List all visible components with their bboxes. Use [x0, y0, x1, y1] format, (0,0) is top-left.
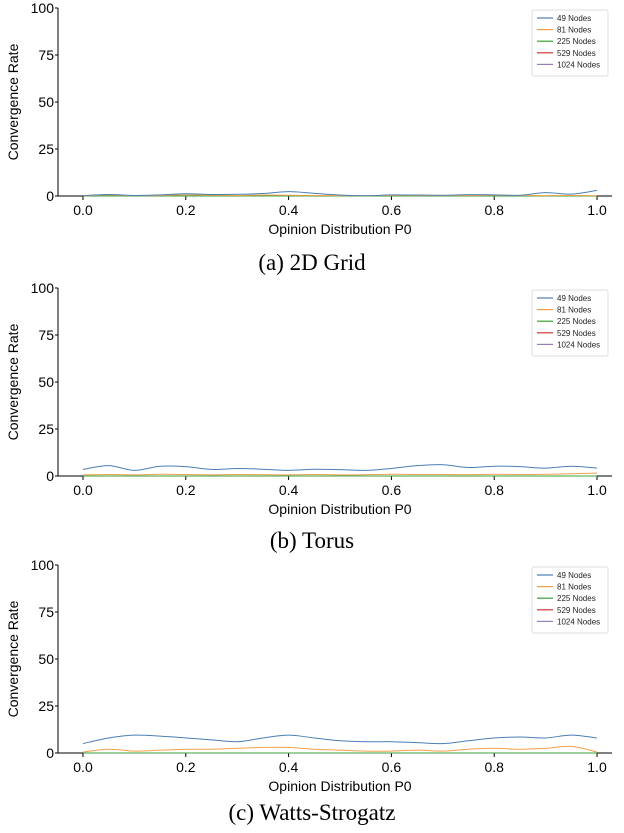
- caption-torus: (b) Torus: [269, 528, 355, 553]
- legend-box: [531, 9, 609, 77]
- x-tick-label: 0.6: [382, 482, 402, 498]
- x-axis-label: Opinion Distribution P0: [268, 221, 411, 237]
- y-tick-label: 100: [31, 0, 55, 16]
- x-tick-label: 1.0: [587, 759, 607, 775]
- series-line: [82, 464, 598, 471]
- y-tick-label: 25: [38, 141, 54, 157]
- x-tick-label: 0.4: [279, 202, 299, 218]
- legend-entry: 529 Nodes: [557, 49, 596, 58]
- y-tick-label: 75: [38, 604, 54, 620]
- x-axis-label: Opinion Distribution P0: [268, 501, 411, 517]
- x-tick-label: 0.0: [73, 202, 93, 218]
- y-axis-label: Convergence Rate: [5, 43, 21, 160]
- x-tick-label: 0.0: [73, 482, 93, 498]
- series-line: [82, 189, 598, 197]
- x-tick-label: 0.2: [176, 202, 196, 218]
- y-tick-label: 25: [38, 421, 54, 437]
- y-tick-label: 25: [38, 698, 54, 714]
- x-tick-label: 0.2: [176, 759, 196, 775]
- legend-entry: 529 Nodes: [557, 606, 596, 615]
- chart-2d-grid: 0.0 0.2 0.4 0.6 0.8 1.0 0 25 50 75 100 Opinion Dist…: [5, 0, 612, 237]
- legend-entry: 1024 Nodes: [557, 617, 600, 626]
- legend-entry: 529 Nodes: [557, 329, 596, 338]
- series-line: [82, 472, 598, 476]
- y-tick-label: 50: [38, 651, 54, 667]
- legend-entry: 225 Nodes: [557, 37, 596, 46]
- x-tick-label: 0.8: [484, 759, 504, 775]
- chart-watts-strogatz: 0.0 0.2 0.4 0.6 0.8 1.0 0 25 50 75 100 Opinion Dist…: [5, 557, 612, 794]
- y-tick-label: 0: [46, 745, 54, 761]
- legend-entry: 49 Nodes: [557, 14, 591, 23]
- series-line: [82, 734, 598, 745]
- x-axis-label: Opinion Distribution P0: [268, 778, 411, 794]
- caption-2d-grid: (a) 2D Grid: [258, 250, 366, 275]
- legend-box: [531, 566, 609, 634]
- y-tick-label: 0: [46, 188, 54, 204]
- x-tick-label: 0.2: [176, 482, 196, 498]
- y-tick-label: 75: [38, 327, 54, 343]
- caption-watts-strogatz: (c) Watts-Strogatz: [228, 800, 396, 825]
- legend-entry: 225 Nodes: [557, 594, 596, 603]
- legend-entry: 1024 Nodes: [557, 340, 600, 349]
- x-tick-label: 1.0: [587, 202, 607, 218]
- legend-entry: 81 Nodes: [557, 583, 591, 592]
- y-axis-label: Convergence Rate: [5, 323, 21, 440]
- x-tick-label: 1.0: [587, 482, 607, 498]
- x-tick-label: 0.0: [73, 759, 93, 775]
- x-tick-label: 0.4: [279, 759, 299, 775]
- x-tick-label: 0.8: [484, 482, 504, 498]
- y-tick-label: 100: [31, 557, 55, 573]
- legend-entry: 49 Nodes: [557, 294, 591, 303]
- x-tick-label: 0.4: [279, 482, 299, 498]
- legend-entry: 81 Nodes: [557, 26, 591, 35]
- y-tick-label: 75: [38, 47, 54, 63]
- chart-torus: 0.0 0.2 0.4 0.6 0.8 1.0 0 25 50 75 100 Opinion Dist…: [5, 280, 612, 517]
- legend-entry: 81 Nodes: [557, 306, 591, 315]
- y-axis-label: Convergence Rate: [5, 600, 21, 717]
- y-tick-label: 0: [46, 468, 54, 484]
- x-tick-label: 0.6: [382, 202, 402, 218]
- x-tick-label: 0.8: [484, 202, 504, 218]
- y-tick-label: 50: [38, 374, 54, 390]
- x-tick-label: 0.6: [382, 759, 402, 775]
- legend-entry: 49 Nodes: [557, 571, 591, 580]
- legend-box: [531, 289, 609, 357]
- legend-entry: 225 Nodes: [557, 317, 596, 326]
- y-tick-label: 100: [31, 280, 55, 296]
- y-tick-label: 50: [38, 94, 54, 110]
- series-line: [82, 745, 598, 753]
- legend-entry: 1024 Nodes: [557, 60, 600, 69]
